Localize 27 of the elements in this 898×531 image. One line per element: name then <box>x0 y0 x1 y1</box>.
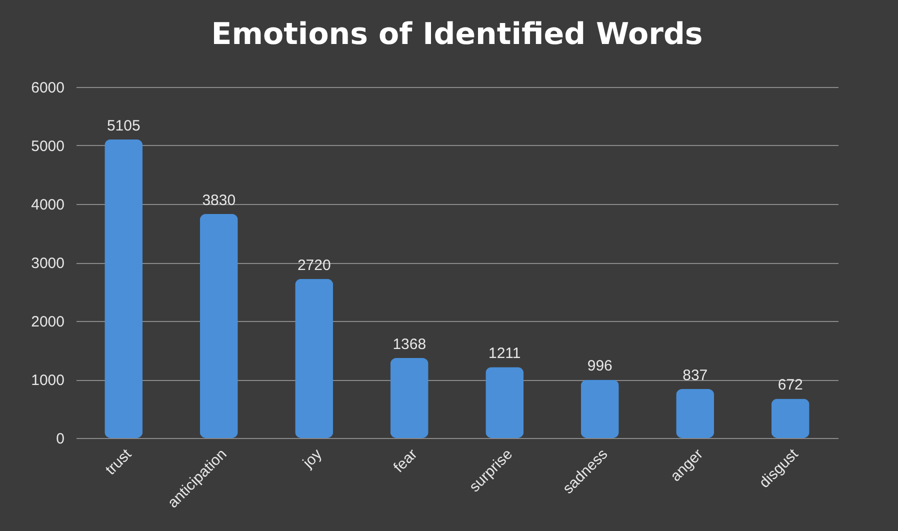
chart-title: Emotions of Identified Words <box>211 17 703 52</box>
data-label: 5105 <box>106 117 140 134</box>
y-tick-label: 3000 <box>31 255 64 272</box>
data-label: 3830 <box>202 192 236 209</box>
bar <box>200 214 238 438</box>
bar <box>486 367 524 438</box>
bar <box>580 380 619 438</box>
data-label: 1368 <box>392 336 426 353</box>
x-tick-label: joy <box>299 445 326 472</box>
data-label: 2720 <box>297 256 331 274</box>
bar <box>295 278 334 438</box>
y-tick-label: 0 <box>56 430 64 448</box>
data-label: 996 <box>587 358 612 375</box>
x-tick-label: trust <box>102 445 136 478</box>
y-tick-label: 2000 <box>31 314 64 330</box>
y-tick-label: 1000 <box>31 372 64 389</box>
bar <box>104 139 143 438</box>
x-tick-label: fear <box>390 446 421 476</box>
bar <box>390 358 428 438</box>
bar <box>676 389 714 438</box>
bar <box>771 398 810 438</box>
y-tick-label: 6000 <box>31 80 64 96</box>
data-label: 1211 <box>488 345 521 362</box>
y-tick-label: 4000 <box>31 196 64 214</box>
data-label: 837 <box>682 367 708 384</box>
data-label: 672 <box>778 376 803 394</box>
y-tick-label: 5000 <box>31 138 64 155</box>
